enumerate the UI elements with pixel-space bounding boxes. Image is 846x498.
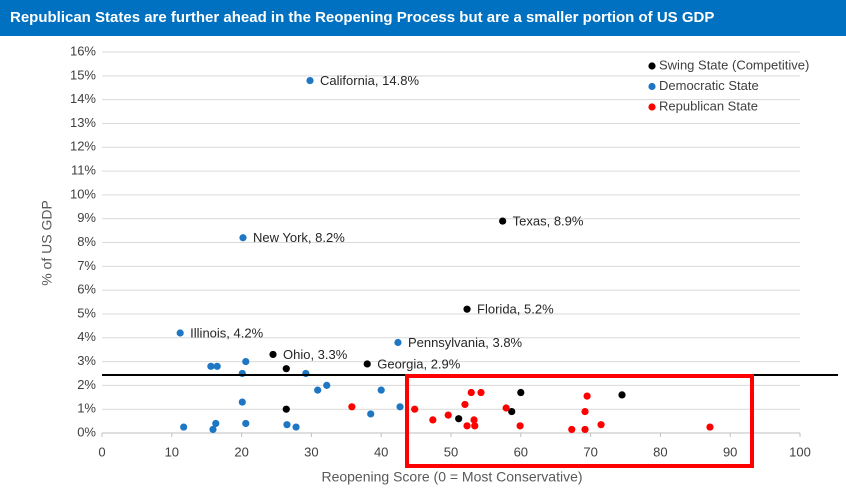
point (508, 407, 516, 416)
point (516, 422, 524, 430)
point (461, 400, 469, 409)
point-label: New York, 8.2% (253, 230, 345, 245)
point (467, 388, 475, 397)
point-label: Florida, 5.2% (477, 302, 554, 317)
point (314, 386, 322, 394)
point (348, 403, 356, 411)
y-tick-label: 1% (77, 401, 96, 416)
point (269, 350, 277, 359)
y-tick-label: 8% (77, 234, 96, 249)
x-tick-label: 40 (374, 444, 388, 459)
x-axis-title: Reopening Score (0 = Most Conservative) (321, 469, 582, 485)
point (242, 357, 250, 366)
highlight-box (405, 374, 754, 468)
point (429, 416, 437, 424)
point (471, 422, 479, 430)
legend-label: Republican State (659, 98, 758, 113)
y-axis-title: % of US GDP (39, 200, 55, 286)
point (213, 362, 221, 370)
point (581, 407, 589, 416)
legend-marker (648, 103, 656, 111)
y-tick-label: 11% (71, 163, 96, 178)
point (367, 410, 375, 418)
x-tick-label: 90 (723, 444, 737, 459)
point (323, 381, 331, 389)
point (306, 76, 314, 85)
y-tick-label: 5% (77, 305, 96, 320)
point (583, 392, 591, 400)
point (463, 422, 471, 430)
x-tick-label: 30 (304, 444, 318, 459)
point-label: Georgia, 2.9% (377, 356, 461, 371)
title-bar (0, 0, 846, 36)
point (502, 404, 510, 412)
y-tick-label: 2% (77, 377, 96, 392)
point (411, 405, 419, 413)
y-tick-label: 13% (70, 115, 96, 130)
point (238, 398, 246, 406)
point (444, 411, 452, 419)
point (283, 421, 291, 429)
legend-marker (648, 82, 656, 91)
y-tick-label: 9% (77, 210, 96, 225)
y-tick-label: 12% (70, 139, 96, 154)
legend-label: Democratic State (659, 78, 759, 93)
x-tick-label: 20 (234, 444, 248, 459)
y-tick-label: 7% (77, 258, 96, 273)
point-label: Ohio, 3.3% (283, 347, 348, 362)
point-label: Illinois, 4.2% (190, 325, 263, 340)
point (618, 391, 626, 399)
y-tick-label: 3% (77, 353, 96, 368)
point (477, 388, 485, 397)
point (581, 425, 589, 434)
point (377, 386, 385, 394)
y-tick-label: 0% (77, 424, 96, 439)
point (209, 425, 217, 434)
point (242, 419, 250, 428)
point (706, 423, 714, 431)
x-tick-label: 10 (165, 444, 179, 459)
point (470, 416, 478, 424)
x-tick-label: 70 (583, 444, 597, 459)
point-label: Texas, 8.9% (513, 214, 584, 229)
point (282, 405, 290, 413)
point-label: Pennsylvania, 3.8% (408, 335, 523, 350)
point (394, 338, 402, 347)
point (207, 362, 215, 370)
point (455, 415, 463, 423)
plot-area: 0% 1% 2% 3% 4% 5% 6% 7% 8% 9% 10% 11% 12% 13% 14% 15% 16… (70, 43, 811, 459)
point (499, 217, 507, 225)
x-tick-label: 0 (98, 444, 105, 459)
y-tick-label: 14% (70, 91, 96, 106)
point (292, 423, 300, 431)
point-label: California, 14.8% (320, 73, 419, 88)
x-tick-label: 60 (514, 444, 528, 459)
legend-label: Swing State (Competitive) (659, 57, 809, 72)
x-tick-label: 100 (789, 444, 811, 459)
point (463, 305, 471, 313)
point (568, 425, 576, 434)
point (396, 403, 404, 411)
x-tick-label: 50 (444, 444, 458, 459)
point (282, 365, 290, 373)
point (517, 388, 525, 397)
point (176, 329, 184, 337)
y-tick-label: 16% (70, 43, 96, 58)
point (180, 423, 188, 431)
y-tick-label: 4% (77, 329, 96, 344)
point (597, 421, 605, 429)
legend-marker (648, 62, 656, 70)
point (212, 419, 220, 428)
point (239, 234, 247, 242)
y-tick-label: 6% (77, 282, 96, 297)
chart-title: Republican States are further ahead in t… (10, 9, 714, 26)
y-tick-label: 10% (70, 186, 96, 201)
y-tick-label: 15% (70, 67, 96, 82)
point (363, 360, 371, 368)
x-tick-label: 80 (653, 444, 667, 459)
